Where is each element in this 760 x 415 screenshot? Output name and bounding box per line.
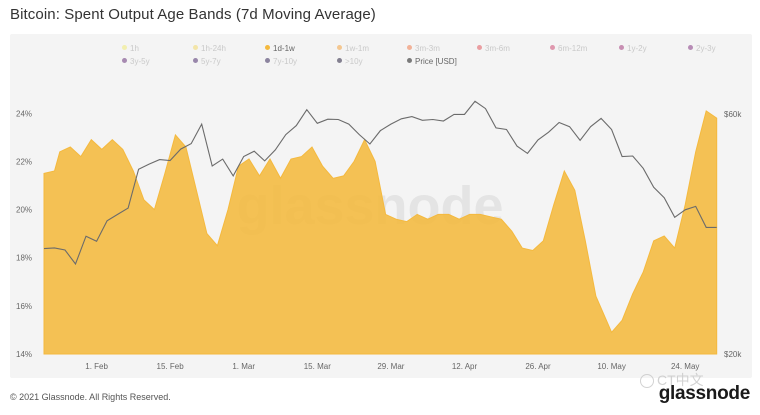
x-tick-label: 29. Mar [377,362,404,371]
legend-item[interactable]: >10y [337,55,363,68]
x-tick-label: 12. Apr [452,362,478,371]
chart-plot: glassnode 14%16%18%20%22%24% $60k$20k 1.… [16,100,742,371]
y-left-tick-label: 16% [16,302,32,311]
x-axis: 1. Feb 15. Feb 1. Mar 15. Mar 29. Mar 12. Apr… [85,362,699,371]
legend-item[interactable]: 2y-3y [688,42,716,55]
legend-item[interactable]: 3m-3m [407,42,440,55]
wechat-icon [640,374,654,389]
legend-dot-icon [337,45,342,51]
legend-item[interactable]: 3y-5y [122,55,150,68]
y-left-tick-label: 14% [16,350,32,359]
legend-dot-icon [122,58,127,64]
legend-dot-icon [265,58,270,64]
legend-label: 3m-6m [485,44,510,53]
legend-item[interactable]: 7y-10y [265,55,297,68]
price-series-group [43,100,717,266]
x-tick-label: 1. Feb [85,362,108,371]
x-tick-label: 15. Feb [157,362,185,371]
y-right-tick-label: $20k [724,350,742,359]
legend-dot-icon [688,45,693,51]
legend-dot-icon [477,45,482,51]
legend-label: 2y-3y [696,44,716,53]
chart-title: Bitcoin: Spent Output Age Bands (7d Movi… [10,6,376,23]
chart-panel: 1h 1h-24h 1d-1w 1w-1m 3m-3m 3m-6m 6m-12m 1y-2y 2… [10,34,752,378]
legend-label: 3y-5y [130,57,150,66]
x-tick-label: 1. Mar [232,362,255,371]
legend-dot-icon [337,58,342,64]
brand-logo: glassnode [658,383,751,404]
legend-row-2: 3y-5y 5y-7y 7y-10y >10y Price [USD] [10,55,752,68]
legend-item[interactable]: 5y-7y [193,55,221,68]
legend-dot-icon [193,45,198,51]
y-left-tick-label: 20% [16,206,32,215]
legend-label: >10y [345,57,363,66]
legend-label: 1h-24h [201,44,226,53]
y-right-axis: $60k $20k [724,110,742,359]
legend-dot-icon [122,45,127,51]
legend-dot-icon [193,58,198,64]
y-left-tick-label: 22% [16,157,32,166]
legend-label: Price [USD] [415,57,457,66]
y-right-tick-label: $60k [724,110,742,119]
repost-watermark: CT中文 [640,370,704,390]
legend-label: 1w-1m [345,44,370,53]
legend-item[interactable]: 1y-2y [619,42,647,55]
legend-label: 1h [130,44,139,53]
y-left-tick-label: 24% [16,109,32,118]
legend-dot-icon [407,58,412,64]
legend-item[interactable]: Price [USD] [407,55,457,68]
x-tick-label: 10. May [597,362,625,371]
legend-item[interactable]: 1w-1m [337,42,369,55]
legend-dot-icon [619,45,624,51]
x-tick-label: 15. Mar [304,362,331,371]
legend-item[interactable]: 6m-12m [550,42,587,55]
legend-dot-icon [407,45,412,51]
x-tick-label: 26. Apr [525,362,551,371]
legend-item[interactable]: 3m-6m [477,42,510,55]
legend-label: 6m-12m [558,44,588,53]
legend-dot-icon [265,45,270,51]
repost-mark-text: CT中文 [657,372,704,388]
legend-row-1: 1h 1h-24h 1d-1w 1w-1m 3m-3m 3m-6m 6m-12m 1y-2y 2… [10,42,752,55]
copyright-text: © 2021 Glassnode. All Rights Reserved. [10,392,171,402]
legend-label: 1y-2y [627,44,647,53]
y-left-tick-label: 18% [16,254,32,263]
legend-dot-icon [550,45,555,51]
area-series-1d-1w [43,110,718,355]
legend-item[interactable]: 1d-1w [265,42,295,55]
y-left-axis: 14% 16% 18% 20% 22% 24% [16,109,32,359]
legend-label: 1d-1w [273,44,295,53]
area-series-group [43,110,718,355]
legend-label: 7y-10y [273,57,298,66]
legend-item[interactable]: 1h [122,42,139,55]
chart-legend: 1h 1h-24h 1d-1w 1w-1m 3m-3m 3m-6m 6m-12m 1y-2y 2… [10,42,752,68]
x-tick-label: 24. May [671,362,699,371]
legend-label: 5y-7y [201,57,221,66]
legend-item[interactable]: 1h-24h [193,42,226,55]
legend-label: 3m-3m [415,44,440,53]
